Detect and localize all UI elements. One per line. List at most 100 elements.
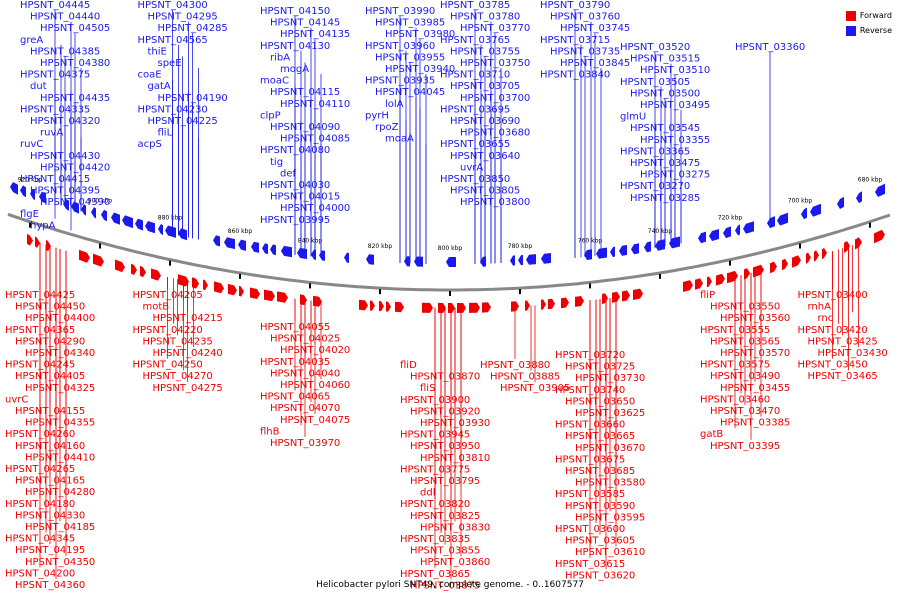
reverse-gene-arrow [238,239,246,251]
reverse-gene-label: HPSNT_03695 [440,104,510,115]
reverse-gene-label: HPSNT_03735 [550,46,620,57]
scale-tick-mark [729,260,731,266]
reverse-gene-label: HPSNT_04380 [40,58,110,69]
reverse-gene-label: HPSNT_04420 [40,162,110,173]
forward-gene-label: HPSNT_03615 [555,559,625,570]
genome-backbone [7,212,891,292]
reverse-gene-label: HPSNT_03710 [440,70,510,81]
reverse-gene-label: HPSNT_04435 [40,93,110,104]
reverse-gene-arrow [584,249,592,260]
reverse-gene-label: HPSNT_03510 [640,65,710,76]
scale-tick-label: 800 kbp [438,245,463,252]
reverse-gene-label: HPSNT_03780 [450,12,520,23]
reverse-gene-label: rpoZ [375,122,399,133]
reverse-gene-label: HPSNT_03755 [450,46,520,57]
reverse-gene-label: HPSNT_04505 [40,23,110,34]
reverse-gene-arrow [610,246,615,258]
reverse-gene-label: HPSNT_03275 [640,170,710,181]
reverse-gene-label: HPSNT_03935 [365,76,435,87]
scale-tick-label: 780 kbp [508,243,533,250]
reverse-gene-arrow [631,243,639,255]
forward-gene-arrow [707,276,712,288]
forward-gene-arrow [744,268,750,280]
forward-gene-arrow [140,265,146,278]
reverse-gene-arrow [344,252,349,263]
forward-gene-label: HPSNT_04250 [133,360,203,371]
scale-tick-mark [659,273,661,279]
forward-gene-label: flhB [260,426,280,437]
scale-tick-mark [379,289,381,295]
forward-gene-arrow [874,229,885,244]
forward-gene-arrow [438,302,446,313]
reverse-gene-arrow [875,183,885,197]
forward-gene-arrow [469,302,480,313]
reverse-gene-arrow [270,244,276,256]
reverse-gene-label: HPSNT_03270 [620,181,690,192]
reverse-gene-arrow [644,241,651,253]
forward-gene-label: fliD [400,360,417,371]
reverse-gene-arrow [81,204,86,216]
reverse-gene-arrow [510,255,515,266]
reverse-gene-label: HPSNT_04385 [30,46,100,57]
reverse-gene-label: greA [20,35,43,46]
legend-forward-label: Forward [859,11,892,20]
reverse-gene-arrow [596,247,607,259]
reverse-gene-label: HPSNT_03505 [620,77,690,88]
forward-gene-arrow [370,300,375,311]
reverse-gene-arrow [20,185,26,198]
forward-gene-arrow [379,301,384,312]
reverse-gene-label: HPSNT_04440 [30,12,100,23]
reverse-gene-label: HPSNT_04375 [20,70,90,81]
forward-gene-label: HPSNT_03885 [490,372,560,383]
reverse-gene-arrow [810,203,821,217]
forward-gene-arrow [264,289,275,302]
forward-gene-arrow [422,302,433,313]
reverse-gene-label: HPSNT_03700 [460,93,530,104]
reverse-gene-arrow [135,218,143,231]
reverse-gene-label: HPSNT_04335 [20,104,90,115]
reverse-gene-arrow [619,244,627,256]
reverse-gene-label: HPSNT_03545 [630,123,700,134]
reverse-gene-arrow [224,237,235,250]
reverse-gene-label: HPSNT_04565 [138,35,208,46]
forward-gene-label: rnc [818,313,834,324]
forward-gene-arrow [239,285,244,297]
forward-gene-arrow [386,301,391,312]
reverse-gene-label: HPSNT_04300 [138,0,208,11]
map-caption: Helicobacter pylori SNT49, complete geno… [316,580,584,590]
reverse-gene-arrow [122,215,133,229]
reverse-gene-arrow [698,231,706,244]
forward-gene-label: HPSNT_03970 [270,438,340,449]
reverse-gene-arrow [541,253,551,264]
reverse-gene-label: lolA [385,99,404,110]
forward-gene-arrow [792,255,801,268]
forward-gene-arrow [541,299,546,310]
scale-tick-label: 820 kbp [368,243,393,250]
scale-tick-label: 740 kbp [648,228,673,235]
reverse-gene-arrow [735,224,740,236]
reverse-gene-label: HPSNT_03355 [640,135,710,146]
reverse-gene-label: HPSNT_03800 [460,197,530,208]
reverse-gene-label: pyrH [365,110,389,121]
forward-gene-label: HPSNT_03860 [420,557,490,568]
forward-gene-arrow [359,299,368,311]
reverse-gene-arrow [526,254,536,265]
reverse-gene-arrow [63,199,69,211]
reverse-gene-label: mogA [280,64,309,75]
scale-tick-label: 700 kbp [788,198,813,205]
reverse-gene-label: HPSNT_03655 [440,139,510,150]
forward-gene-arrow [178,274,189,287]
forward-gene-label: rnhA [808,302,832,313]
reverse-gene-label: HPSNT_03515 [630,54,700,65]
scale-tick-mark [29,222,31,228]
reverse-gene-label: speE [158,58,182,69]
forward-gene-arrow [35,236,40,248]
forward-gene-arrow [622,290,630,302]
reverse-gene-label: HPSNT_04000 [280,203,350,214]
reverse-gene-label: HPSNT_04230 [138,104,208,115]
forward-gene-arrow [561,297,569,309]
reverse-gene-arrow [158,224,163,236]
reverse-gene-label: HPSNT_04045 [375,87,445,98]
reverse-gene-label: moaA [385,134,414,145]
